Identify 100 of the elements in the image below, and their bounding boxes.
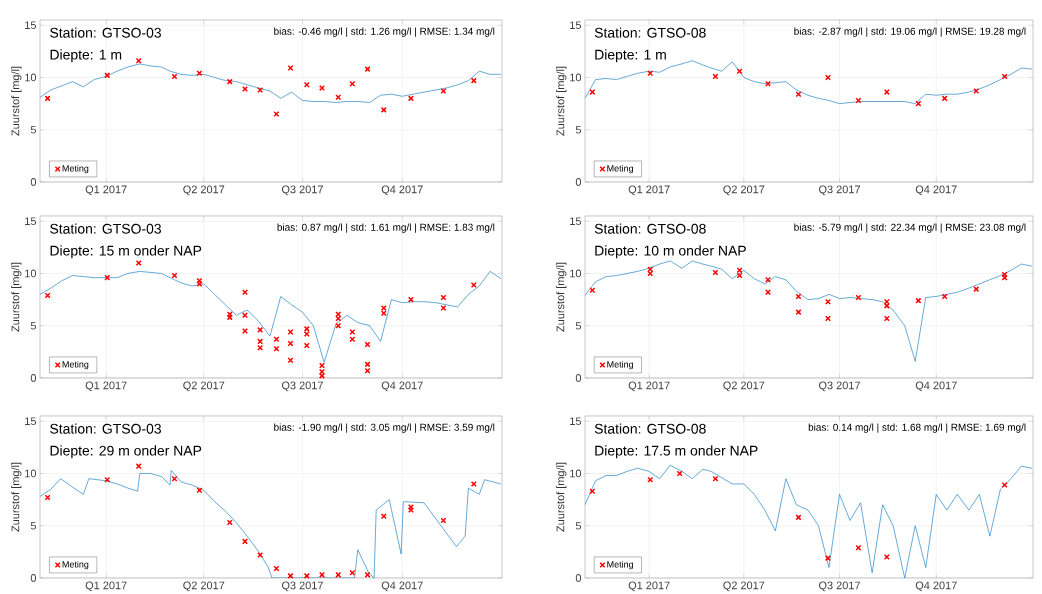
y-tick-label: 5 — [575, 521, 582, 530]
point — [241, 327, 248, 334]
x-tick-label: Q2 2017 — [723, 581, 765, 592]
x-tick-label: Q4 2017 — [915, 581, 957, 592]
point — [1001, 73, 1008, 80]
x-tick-label: Q1 2017 — [85, 581, 127, 592]
legend-label: Meting — [62, 164, 89, 174]
text: Diepte: 29 m onder NAP — [50, 445, 202, 459]
text: Diepte: 10 m onder NAP — [595, 245, 746, 259]
point — [171, 73, 178, 80]
y-tick-label: 0 — [30, 574, 37, 582]
y-tick-label: 15 — [25, 217, 37, 226]
y-tick-label: 5 — [30, 125, 37, 134]
point — [915, 100, 922, 107]
x-tick-label: Q4 2017 — [915, 381, 957, 392]
x-tick-label: Q1 2017 — [628, 381, 670, 392]
point — [273, 565, 280, 572]
point — [795, 293, 802, 300]
point — [440, 294, 447, 301]
point — [380, 310, 387, 317]
x-tick-label: Q4 2017 — [381, 581, 423, 592]
y-tick-label: 10 — [25, 73, 37, 82]
point — [349, 336, 356, 343]
y-tick-label: 15 — [570, 217, 582, 226]
y-tick-label: 0 — [30, 374, 37, 382]
legend-label: Meting — [607, 560, 633, 570]
y-axis-title: Zuurstof [mg/l] — [556, 262, 567, 332]
chart-title: Station: GTSO-08 — [594, 223, 706, 234]
x-tick-label: Q3 2017 — [281, 185, 323, 196]
y-tick-label: 15 — [570, 417, 582, 426]
point — [303, 81, 310, 88]
x-tick-label: Q1 2017 — [628, 185, 670, 196]
y-tick-label: 10 — [25, 269, 37, 278]
text: Diepte: 17.5 m onder NAP — [595, 445, 758, 459]
x-tick-label: Q3 2017 — [281, 381, 323, 392]
point — [171, 272, 178, 279]
x-tick-label: Q3 2017 — [819, 185, 860, 196]
y-tick-label: 10 — [570, 269, 582, 278]
x-tick-label: Q2 2017 — [723, 381, 765, 392]
chart-title: Station: GTSO-08 — [594, 423, 706, 434]
y-tick-label: 5 — [575, 321, 582, 330]
y-axis-title: Zuurstof [mg/l] — [556, 462, 567, 532]
x-tick-label: Q2 2017 — [183, 381, 225, 392]
y-tick-label: 15 — [25, 417, 37, 426]
point — [335, 311, 342, 318]
point — [941, 95, 948, 102]
line-series — [40, 470, 502, 578]
x-tick-label: Q2 2017 — [183, 581, 225, 592]
x-tick-label: Q2 2017 — [723, 185, 765, 196]
y-axis-title: Zuurstof [mg/l] — [11, 462, 22, 532]
y-tick-label: 5 — [575, 125, 582, 134]
legend-label: Meting — [607, 164, 633, 174]
chart-title: Station: GTSO-03 — [50, 223, 161, 234]
legend-label: Meting — [607, 360, 633, 370]
chart-title: Station: GTSO-08 — [594, 27, 706, 38]
annotation: bias: -0.46 mg/l | std: 1.26 mg/l | RMSE: 1.34 mg/l — [274, 27, 495, 37]
point — [855, 97, 862, 104]
point — [712, 73, 719, 80]
x-tick-label: Q1 2017 — [85, 185, 127, 196]
annotation: bias: -2.87 mg/l | std: 19.06 mg/l | RMSE: 19.28 mg/l — [794, 27, 1026, 37]
point — [407, 503, 414, 510]
point — [736, 272, 743, 279]
point — [915, 297, 922, 304]
x-tick-label: Q3 2017 — [281, 581, 323, 592]
x-tick-label: Q2 2017 — [183, 185, 225, 196]
y-tick-label: 0 — [575, 178, 582, 186]
annotation: bias: -5.79 mg/l | std: 22.34 mg/l | RMSE: 23.08 mg/l — [794, 223, 1026, 233]
point — [241, 85, 248, 92]
y-tick-label: 15 — [25, 21, 37, 30]
point — [335, 322, 342, 329]
x-tick-label: Q4 2017 — [381, 185, 423, 196]
x-tick-label: Q1 2017 — [85, 381, 127, 392]
x-tick-label: Q4 2017 — [915, 185, 957, 196]
chart-title: Station: GTSO-03 — [50, 27, 161, 38]
y-tick-label: 0 — [575, 574, 582, 582]
y-tick-label: 0 — [30, 178, 37, 186]
line-series — [40, 63, 502, 103]
point — [364, 341, 371, 348]
y-axis-title: Zuurstof [mg/l] — [11, 66, 22, 136]
point — [883, 302, 890, 309]
text: Diepte: 1 m — [595, 49, 666, 63]
point — [303, 325, 310, 332]
y-tick-label: 15 — [570, 21, 582, 30]
y-tick-label: 0 — [575, 374, 582, 382]
y-tick-label: 5 — [30, 321, 37, 330]
point — [287, 340, 294, 347]
chart-title: Station: GTSO-03 — [50, 423, 161, 434]
x-tick-label: Q4 2017 — [381, 381, 423, 392]
legend-label: Meting — [62, 560, 89, 570]
x-tick-label: Q1 2017 — [628, 581, 670, 592]
x-tick-label: Q3 2017 — [819, 581, 860, 592]
point — [44, 292, 51, 299]
annotation: bias: 0.14 mg/l | std: 1.68 mg/l | RMSE: 1.69 mg/l — [808, 423, 1026, 433]
annotation: bias: 0.87 mg/l | std: 1.61 mg/l | RMSE: 1.83 mg/l — [277, 223, 495, 233]
text: Diepte: 1 m — [50, 49, 122, 63]
y-tick-label: 10 — [570, 73, 582, 82]
y-tick-label: 10 — [570, 469, 582, 478]
y-axis-title: Zuurstof [mg/l] — [556, 66, 567, 136]
y-tick-label: 5 — [30, 521, 37, 530]
annotation: bias: -1.90 mg/l | std: 3.05 mg/l | RMSE: 3.59 mg/l — [274, 423, 495, 433]
